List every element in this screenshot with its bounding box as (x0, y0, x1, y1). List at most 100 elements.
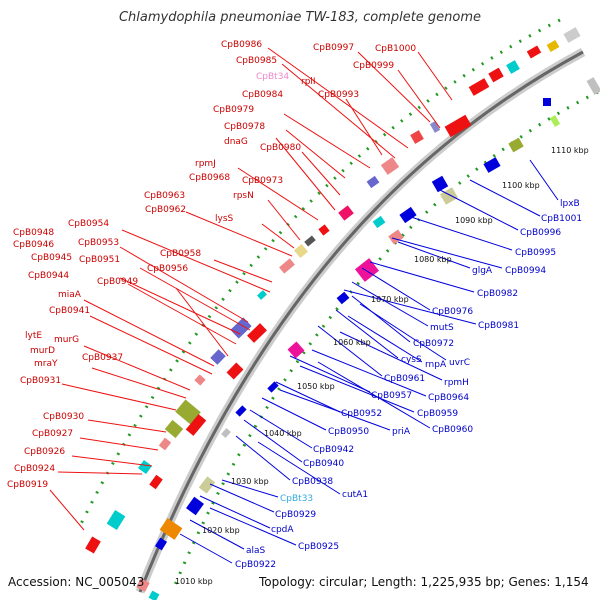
kbp-scale: 1110 kbp 1100 kbp 1090 kbp 1080 kbp 1070… (175, 146, 589, 586)
leader-line (317, 325, 383, 377)
gene-block (85, 536, 101, 554)
gene-block (488, 67, 504, 83)
gene-block (257, 290, 267, 300)
gene-block (185, 414, 207, 436)
gene-block (247, 323, 267, 343)
leader-line (369, 261, 475, 293)
kbp-label: 1080 kbp (414, 255, 452, 264)
gene-block (194, 374, 206, 386)
leader-line (267, 199, 301, 241)
gene-label: CpB0958 (160, 249, 201, 259)
leader-line (209, 483, 275, 513)
leader-line (407, 215, 513, 251)
leader-line (91, 367, 187, 399)
kbp-label: 1010 kbp (175, 577, 213, 586)
kbp-label: 1040 kbp (264, 429, 302, 438)
gene-label: rpmJ (195, 159, 216, 169)
leader-line (267, 47, 409, 149)
gene-block (549, 115, 561, 127)
gene-block (138, 460, 152, 474)
accession-label: Accession: NC_005043 (8, 575, 145, 589)
gene-label: miaA (58, 290, 82, 300)
gene-block (158, 437, 172, 451)
gene-label: CpB0996 (520, 228, 561, 238)
leader-line (237, 167, 319, 221)
gene-block (136, 578, 150, 592)
gene-label: CpB0982 (477, 289, 518, 299)
gene-block (543, 98, 551, 106)
gene-block (336, 291, 350, 305)
gene-label: glgA (472, 266, 493, 276)
gene-label: priA (392, 427, 411, 437)
gene-block (230, 317, 252, 339)
leader-line (397, 241, 471, 269)
gene-block (546, 40, 560, 52)
gene-label: CpB1000 (375, 44, 416, 54)
leader-line (139, 267, 251, 331)
leader-line (351, 295, 411, 343)
leader-line (87, 419, 167, 433)
leader-line (49, 489, 85, 531)
leader-line (357, 51, 431, 123)
leader-line (347, 315, 423, 363)
gene-label: CpB0960 (432, 425, 473, 435)
gene-label: uvrC (449, 358, 470, 368)
gene-label: CpB0980 (260, 143, 301, 153)
gene-label: CpB0995 (515, 248, 556, 258)
gene-block (287, 341, 305, 359)
gene-label: CpB0944 (28, 271, 69, 281)
gene-label: CpB0951 (79, 255, 120, 265)
gene-label: CpBt33 (280, 494, 313, 504)
gene-label: CpB1001 (541, 214, 582, 224)
leader-line (119, 277, 241, 335)
gene-block (429, 121, 441, 133)
gene-label: CpB0994 (505, 266, 546, 276)
genome-backbone (135, 48, 586, 594)
gene-label: CpB0979 (213, 105, 254, 115)
kbp-label: 1110 kbp (551, 146, 589, 155)
gene-label: CpB0953 (78, 238, 119, 248)
gene-label: CpB0952 (341, 409, 382, 419)
gene-block (508, 137, 524, 153)
gene-block (198, 476, 216, 494)
gene-block (221, 428, 231, 438)
leader-line (391, 237, 503, 269)
gene-label: CpB0964 (428, 393, 469, 403)
kbp-label: 1030 kbp (231, 477, 269, 486)
gene-block (388, 229, 404, 245)
gene-label: rpsN (233, 191, 254, 201)
gene-label: CpB0973 (242, 176, 283, 186)
leader-line (83, 345, 191, 391)
gene-label: CpB0962 (145, 205, 186, 215)
gene-label: CpB0937 (82, 353, 123, 363)
gene-label: CpB0926 (24, 447, 65, 457)
leader-line (57, 471, 143, 475)
leader-line (311, 349, 427, 397)
leader-line (301, 151, 341, 196)
leader-line (285, 129, 346, 179)
leader-line (175, 287, 229, 357)
map-title: Chlamydophila pneumoniae TW-183, complet… (118, 10, 482, 25)
gene-label: CpB0938 (292, 477, 333, 487)
gene-label: alaS (246, 546, 266, 556)
gene-label: CpB0959 (417, 409, 458, 419)
leader-line (261, 397, 327, 431)
gene-label: dnaG (224, 137, 248, 147)
gene-block (175, 399, 201, 425)
gene-label: CpB0961 (384, 374, 425, 384)
gene-label: cpdA (271, 525, 294, 535)
gene-block (267, 381, 279, 393)
gene-label: CpB0957 (371, 391, 412, 401)
gene-label: mraY (34, 359, 58, 369)
gene-label: CpB0922 (235, 560, 276, 570)
gene-label: CpB0930 (43, 412, 84, 422)
leader-line (281, 63, 396, 159)
gene-label: CpB0963 (144, 191, 185, 201)
gene-label: CpB0999 (353, 61, 394, 71)
gene-block (563, 27, 581, 43)
gene-block (148, 590, 160, 600)
gene-label: murG (54, 335, 79, 345)
gene-label: rnpA (425, 360, 447, 370)
leader-line (279, 389, 391, 431)
